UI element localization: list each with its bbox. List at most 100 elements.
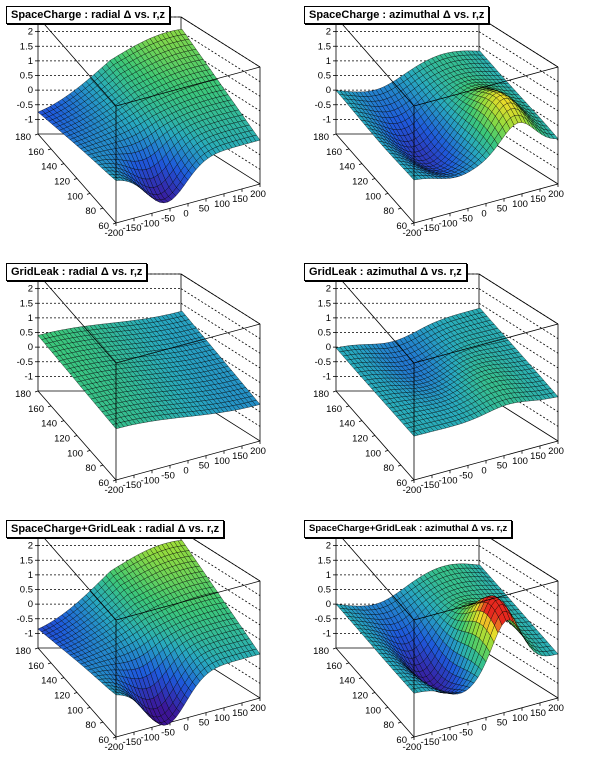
frame-edge [115, 323, 261, 364]
z-tick-label: 1 [326, 313, 331, 324]
surface-plot: 2.521.510.50-0.5-11801601401201008060-20… [15, 526, 266, 753]
r-tick-label: 100 [67, 191, 83, 202]
r-tick-label: 100 [67, 705, 83, 716]
x-tick-label: -100 [438, 475, 457, 486]
frame-edge [478, 16, 559, 68]
frame-edge [478, 273, 559, 325]
gridline [180, 302, 261, 354]
x-tick-label: 100 [214, 456, 230, 467]
z-tick-label: -0.5 [315, 357, 331, 368]
frame-edge [115, 66, 261, 107]
x-tick-label: -150 [122, 737, 141, 748]
surface-mesh [335, 307, 559, 437]
x-tick-label: -200 [402, 228, 421, 239]
r-tick [34, 390, 39, 393]
x-tick-label: 150 [530, 451, 546, 462]
surface-plot: 2.521.510.50-0.5-11801601401201008060-20… [15, 12, 266, 239]
x-tick-label: -50 [161, 727, 175, 738]
z-tick-label: 2 [326, 27, 331, 38]
gridline [180, 574, 261, 626]
frame-edge [335, 16, 415, 107]
surface-plot: 2.521.510.50-0.5-11801601401201008060-20… [313, 12, 564, 239]
surface-mesh [37, 310, 261, 429]
z-tick-label: -0.5 [17, 100, 33, 111]
r-tick-label: 140 [339, 162, 355, 173]
r-tick-label: 120 [54, 177, 70, 188]
r-tick [371, 178, 376, 180]
z-tick-label: 2 [28, 541, 33, 552]
x-tick-label: 100 [512, 456, 528, 467]
z-tick-label: 0.5 [318, 71, 331, 82]
r-tick [358, 420, 363, 423]
r-tick-label: 140 [41, 676, 57, 687]
gridline [180, 75, 261, 126]
frame-edge [37, 16, 117, 107]
x-tick-label: 150 [530, 194, 546, 205]
z-tick-label: -1 [25, 371, 33, 382]
x-tick-label: -100 [140, 218, 159, 229]
gridline [478, 16, 559, 68]
gridline [478, 317, 559, 369]
surface-plot: 2.521.510.50-0.5-11801601401201008060-20… [313, 526, 564, 753]
axes-front: 2.521.510.50-0.5-11801601401201008060-20… [15, 269, 266, 496]
gridline [180, 545, 261, 596]
z-tick-label: -1 [323, 371, 331, 382]
gridline [478, 559, 559, 611]
r-tick [371, 435, 376, 437]
r-tick [410, 222, 415, 225]
x-tick-label: 100 [512, 199, 528, 210]
x-tick-label: -50 [161, 470, 175, 481]
z-tick-label: 2 [326, 284, 331, 295]
gridline [478, 633, 559, 684]
r-tick [86, 192, 91, 195]
r-tick [112, 479, 117, 482]
x-tick-label: -150 [122, 223, 141, 234]
r-tick-label: 60 [396, 221, 407, 232]
z-tick-label: 0.5 [20, 328, 33, 339]
gridline [478, 545, 559, 596]
z-tick-label: 0 [28, 85, 33, 96]
surface-cell [252, 134, 261, 142]
x-tick-label: -100 [438, 218, 457, 229]
surface-mesh [37, 29, 261, 204]
plot-title: SpaceCharge : azimuthal Δ vs. r,z [304, 6, 490, 24]
r-tick-label: 60 [98, 478, 109, 489]
x-tick-label: 200 [548, 446, 564, 457]
r-tick [112, 222, 117, 225]
gridline [180, 559, 261, 611]
r-tick [410, 479, 415, 482]
r-tick [60, 420, 65, 423]
pad-sc-radial: 2.521.510.50-0.5-11801601401201008060-20… [0, 0, 298, 257]
x-tick-label: -100 [140, 732, 159, 743]
z-tick-label: 0 [326, 342, 331, 353]
pad-sc-azimuthal: 2.521.510.50-0.5-11801601401201008060-20… [298, 0, 596, 257]
x-tick-label: 200 [250, 189, 266, 200]
r-tick-label: 140 [41, 162, 57, 173]
z-tick-label: 1.5 [20, 41, 33, 52]
z-tick-label: 1 [28, 56, 33, 67]
plot-title: SpaceCharge : radial Δ vs. r,z [6, 6, 171, 24]
r-tick [345, 405, 350, 408]
r-tick-label: 160 [28, 661, 44, 672]
r-tick [73, 435, 78, 437]
r-tick [345, 148, 350, 151]
gridline [478, 31, 559, 82]
surface-mesh [335, 50, 559, 181]
x-tick-label: 150 [232, 451, 248, 462]
r-tick-label: 80 [85, 463, 96, 474]
z-tick-label: 1.5 [318, 298, 331, 309]
frame-edge [37, 273, 117, 364]
z-tick-label: -0.5 [315, 100, 331, 111]
z-tick-label: -0.5 [17, 357, 33, 368]
z-tick-label: -1 [25, 114, 33, 125]
pad-gl-azimuthal: 2.521.510.50-0.5-11801601401201008060-20… [298, 257, 596, 514]
r-tick-label: 80 [85, 206, 96, 217]
x-tick-label: 50 [199, 204, 210, 215]
x-tick-label: -200 [402, 485, 421, 496]
surface-cell [550, 392, 559, 398]
x-tick-label: 200 [250, 703, 266, 714]
axes-front: 2.521.510.50-0.5-11801601401201008060-20… [15, 526, 266, 753]
z-tick-label: -1 [323, 114, 331, 125]
surface-cell [550, 134, 559, 139]
